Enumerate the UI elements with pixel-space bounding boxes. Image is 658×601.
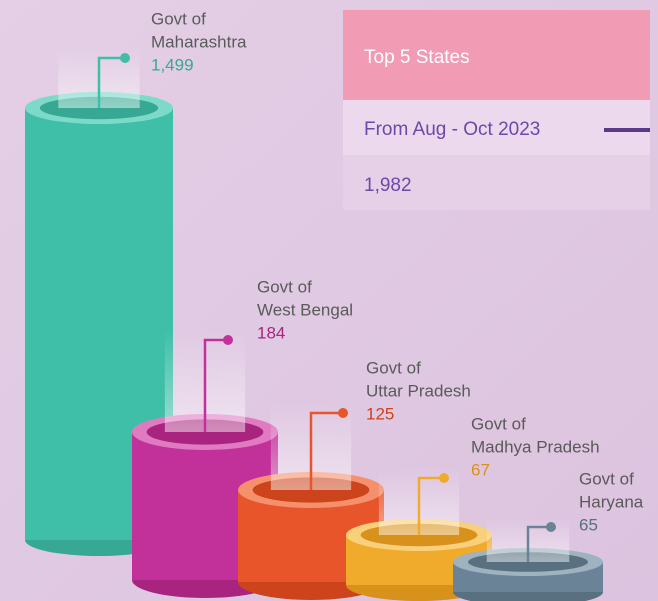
state-label: Govt of (151, 9, 206, 28)
state-label: Govt of (257, 277, 312, 296)
state-label: West Bengal (257, 300, 353, 319)
state-label: Madhya Pradesh (471, 437, 600, 456)
state-label: Govt of (366, 358, 421, 377)
state-label: Uttar Pradesh (366, 381, 471, 400)
state-label: Govt of (579, 469, 634, 488)
leader-dot (546, 522, 556, 532)
panel-subtitle: From Aug - Oct 2023 (364, 119, 540, 140)
leader-dot (439, 473, 449, 483)
infographic: Top 5 States From Aug - Oct 2023 1,982 G… (0, 0, 658, 601)
state-label: Haryana (579, 492, 644, 511)
leader-dot (120, 53, 130, 63)
panel-title: Top 5 States (364, 47, 470, 68)
panel-total: 1,982 (364, 175, 412, 196)
summary-panel: Top 5 States From Aug - Oct 2023 1,982 (343, 10, 650, 210)
state-label: Govt of (471, 414, 526, 433)
state-value: 184 (257, 323, 285, 342)
state-value: 65 (579, 515, 598, 534)
state-value: 125 (366, 404, 394, 423)
state-value: 1,499 (151, 55, 194, 74)
leader-dot (338, 408, 348, 418)
leader-dot (223, 335, 233, 345)
state-label: Maharashtra (151, 32, 247, 51)
state-value: 67 (471, 460, 490, 479)
